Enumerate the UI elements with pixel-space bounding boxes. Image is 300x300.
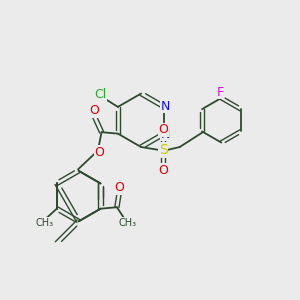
Text: O: O	[158, 123, 168, 136]
Text: O: O	[94, 146, 104, 159]
Text: F: F	[216, 85, 224, 98]
Text: O: O	[89, 104, 99, 117]
Text: Cl: Cl	[94, 88, 106, 101]
Text: O: O	[114, 181, 124, 194]
Text: CH₃: CH₃	[36, 218, 54, 228]
Text: CH₃: CH₃	[118, 218, 136, 228]
Text: O: O	[158, 164, 168, 177]
Text: S: S	[159, 143, 168, 157]
Text: N: N	[161, 128, 170, 141]
Text: N: N	[161, 100, 170, 112]
